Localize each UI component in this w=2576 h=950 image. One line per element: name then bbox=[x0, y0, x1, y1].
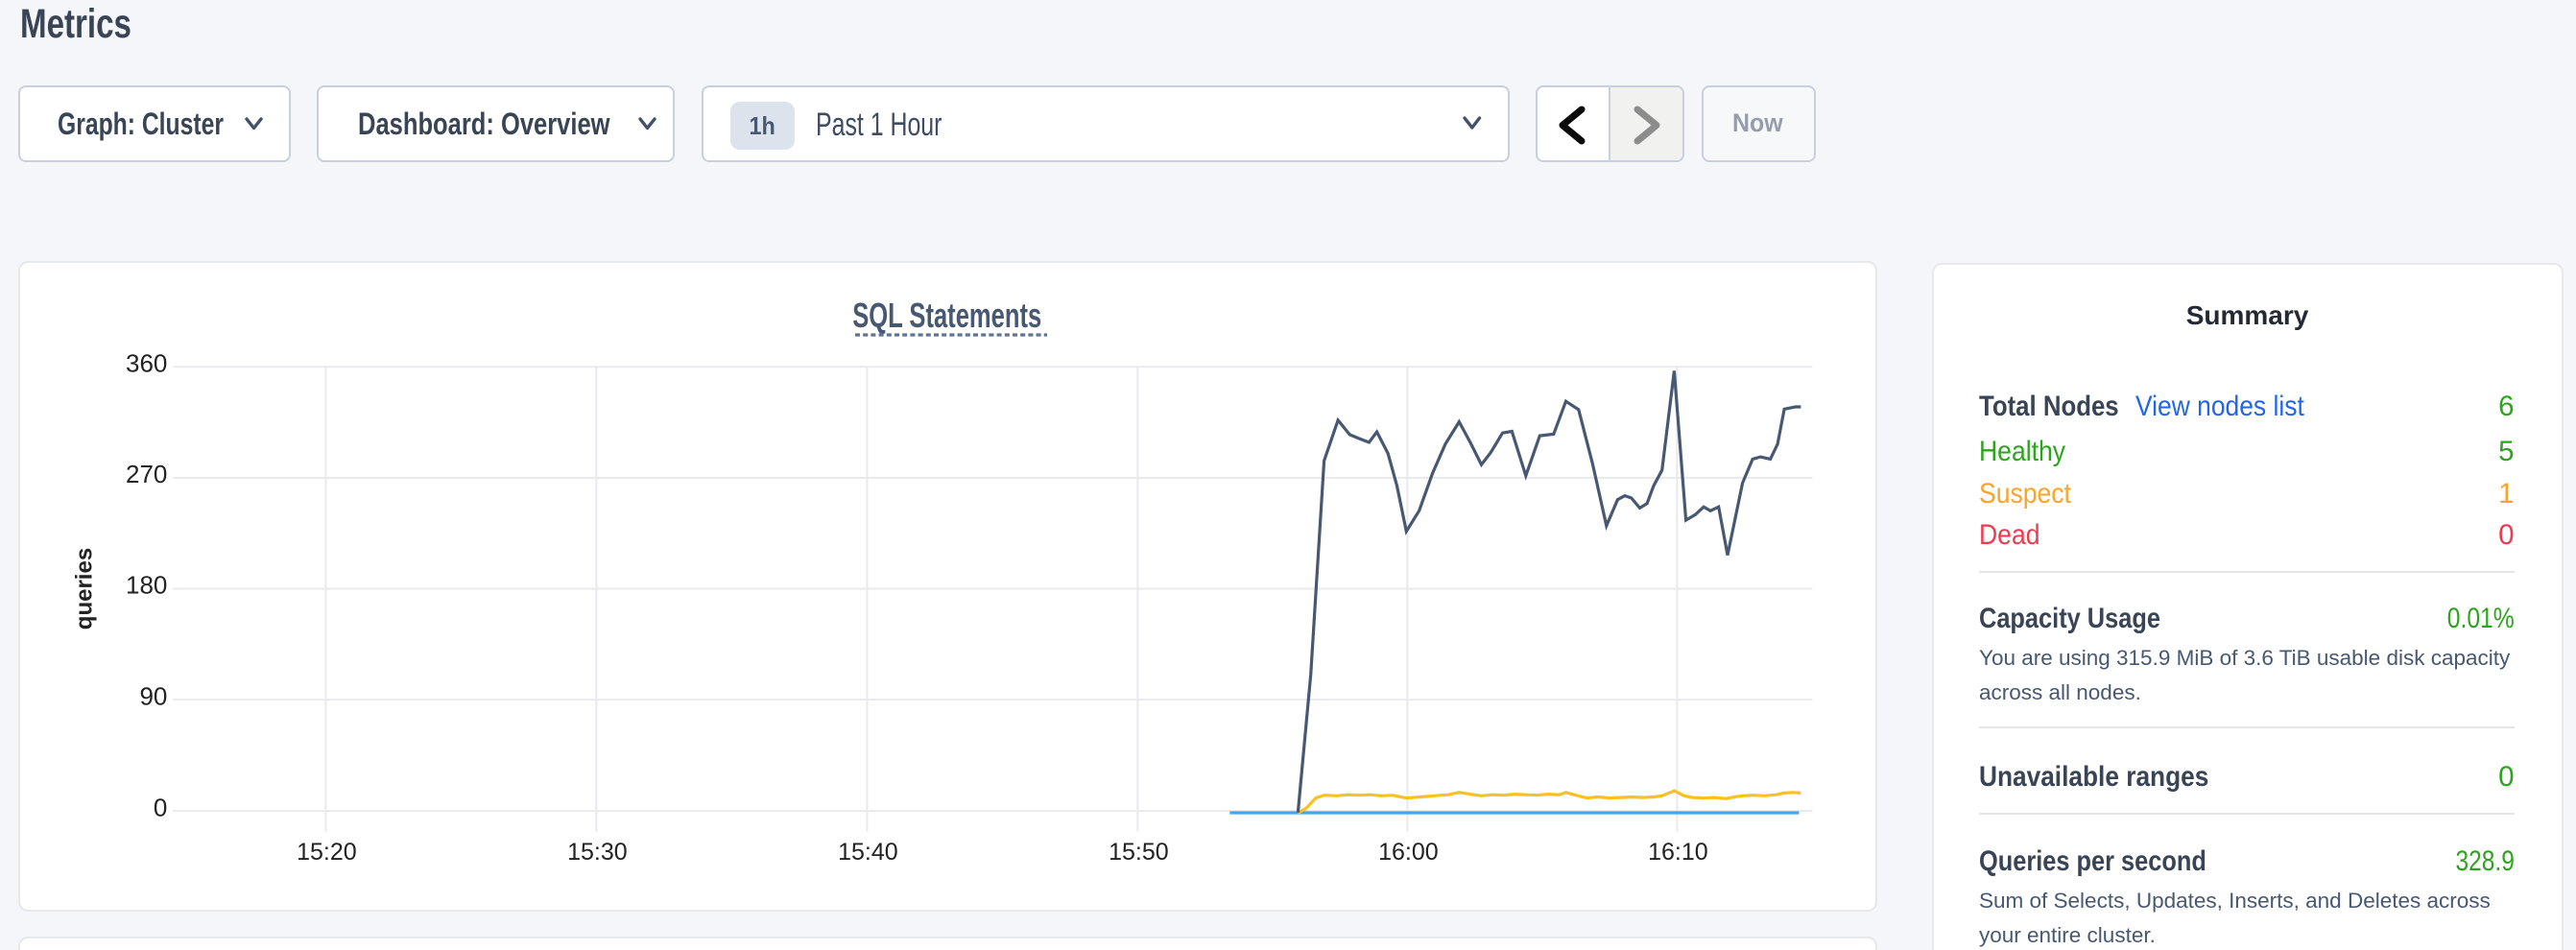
svg-text:queries: queries bbox=[71, 547, 97, 629]
svg-text:15:40: 15:40 bbox=[838, 838, 898, 865]
svg-text:270: 270 bbox=[126, 460, 167, 488]
svg-text:15:20: 15:20 bbox=[297, 838, 357, 865]
svg-text:360: 360 bbox=[126, 348, 167, 377]
svg-text:16:00: 16:00 bbox=[1378, 838, 1439, 865]
svg-text:15:30: 15:30 bbox=[567, 838, 628, 865]
svg-text:16:10: 16:10 bbox=[1648, 838, 1708, 865]
svg-text:0: 0 bbox=[154, 793, 167, 821]
svg-text:180: 180 bbox=[126, 570, 167, 599]
svg-text:15:50: 15:50 bbox=[1109, 838, 1169, 865]
svg-text:90: 90 bbox=[139, 681, 167, 710]
